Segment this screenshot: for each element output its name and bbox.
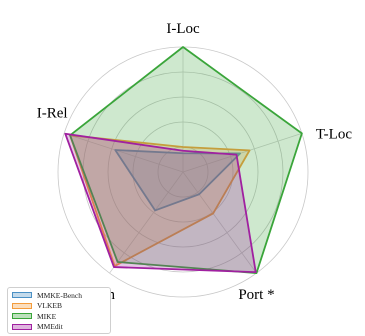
legend-item-vlkeb: VLKEB	[12, 301, 106, 312]
grid-spoke-3	[109, 171, 184, 274]
axis-label-t-loc: T-Loc	[316, 126, 352, 142]
grid-spoke-4	[63, 132, 184, 173]
legend-swatch	[12, 292, 32, 299]
legend-item-mmke-bench: MMKE-Bench	[12, 290, 106, 301]
axis-label-i-loc: I-Loc	[166, 21, 200, 37]
grid-spoke-1	[182, 132, 303, 173]
axis-label-i-rel: I-Rel	[37, 105, 68, 121]
axis-label-port-: Port *	[238, 287, 274, 303]
grid-spoke-2	[182, 171, 257, 274]
legend-label: VLKEB	[37, 301, 62, 311]
legend-swatch	[12, 313, 32, 320]
series-mmedit-polygon	[64, 132, 257, 274]
legend-label: MMEdit	[37, 322, 63, 332]
legend-item-mike: MIKE	[12, 311, 106, 322]
legend-label: MIKE	[37, 311, 57, 321]
legend-swatch	[12, 323, 32, 330]
chart-legend: MMKE-Bench VLKEB MIKE MMEdit	[7, 287, 111, 334]
legend-swatch	[12, 302, 32, 309]
series-mike-polygon	[69, 46, 303, 275]
legend-item-mmedit: MMEdit	[12, 322, 106, 333]
legend-label: MMKE-Bench	[37, 290, 82, 300]
